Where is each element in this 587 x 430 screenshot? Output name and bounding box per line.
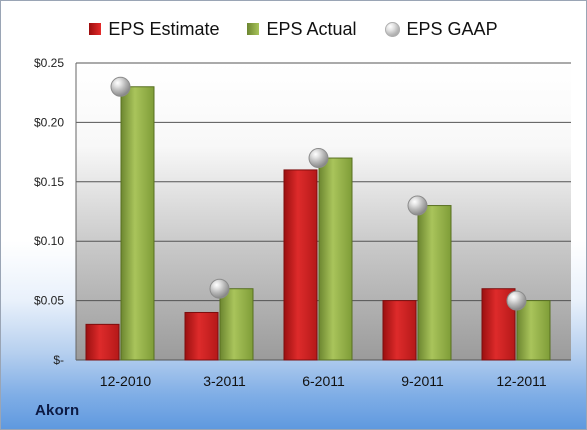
x-tick-label: 12-2011: [496, 373, 547, 389]
bar-eps-estimate: [481, 288, 516, 361]
point-eps-gaap: [506, 290, 527, 311]
y-tick-label: $0.05: [34, 294, 64, 308]
bar-eps-estimate: [382, 300, 417, 361]
legend-swatch-eps-gaap: [384, 21, 400, 37]
bar-eps-actual: [219, 288, 254, 361]
point-eps-gaap: [110, 76, 131, 97]
legend-swatch-eps-estimate: [89, 23, 102, 35]
point-eps-gaap: [209, 278, 230, 299]
x-tick-label: 3-2011: [203, 373, 246, 389]
legend-label-eps-estimate: EPS Estimate: [108, 18, 220, 39]
x-tick-label: 6-2011: [302, 373, 345, 389]
legend-label-eps-gaap: EPS GAAP: [406, 18, 498, 39]
bar-eps-actual: [417, 205, 452, 361]
y-tick-label: $0.20: [34, 115, 64, 129]
bar-eps-estimate: [184, 311, 219, 361]
y-tick-label: $0.25: [34, 56, 64, 70]
bar-eps-actual: [120, 86, 155, 361]
y-tick-label: $0.10: [34, 234, 64, 248]
legend-item-eps-estimate: EPS Estimate: [89, 19, 219, 40]
x-tick-label: 12-2010: [100, 373, 152, 389]
legend-item-eps-actual: EPS Actual: [247, 18, 357, 40]
chart-legend: EPS Estimate EPS Actual EPS GAAP: [1, 13, 586, 45]
y-tick-label: $0.15: [34, 175, 64, 189]
legend-label-eps-actual: EPS Actual: [266, 18, 357, 39]
point-eps-gaap: [308, 148, 329, 169]
company-label: Akorn: [35, 402, 80, 419]
y-tick-label: $-: [53, 353, 64, 367]
legend-swatch-eps-actual: [247, 23, 260, 35]
legend-item-eps-gaap: EPS GAAP: [384, 18, 498, 40]
x-tick-label: 9-2011: [401, 373, 444, 389]
bar-eps-actual: [318, 157, 353, 361]
bar-eps-actual: [516, 300, 551, 361]
bar-eps-estimate: [283, 169, 318, 361]
point-eps-gaap: [407, 195, 428, 216]
bar-eps-estimate: [85, 323, 120, 361]
